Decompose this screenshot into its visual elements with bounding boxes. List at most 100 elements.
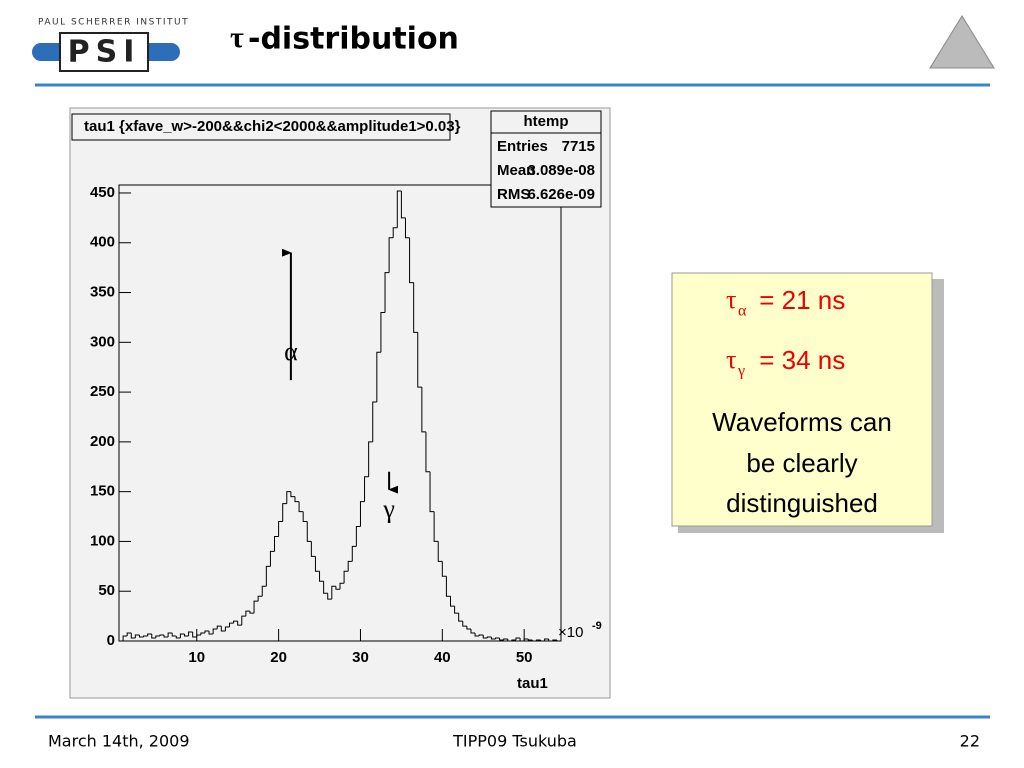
y-tick-label: 400: [90, 234, 115, 251]
box-symbol: τ: [726, 345, 736, 374]
hist-bin: [314, 556, 320, 572]
plot-frame: [118, 184, 562, 642]
hist-bin: [458, 613, 463, 622]
x-axis-label: tau1: [517, 675, 548, 692]
hist-bin: [220, 626, 226, 632]
box-text: = 21 ns: [752, 285, 845, 315]
hist-bin: [548, 639, 553, 642]
hist-bin: [192, 632, 197, 638]
x-multiplier: ×10: [558, 624, 583, 641]
hist-bin: [335, 586, 340, 590]
hist-bin: [204, 630, 210, 634]
box-sub: γ: [737, 363, 745, 380]
hist-bin: [372, 401, 377, 442]
hist-bin: [212, 628, 218, 635]
hist-bin: [196, 634, 201, 638]
hist-title: tau1 {xfave_w>-200&&chi2<2000&&amplitude…: [84, 118, 461, 135]
hist-bin: [421, 387, 426, 433]
y-tick-label: 150: [90, 483, 115, 500]
hist-bin: [519, 638, 525, 642]
x-tick-label: 40: [434, 649, 451, 666]
hist-bin: [368, 441, 373, 477]
hist-bin: [339, 582, 345, 590]
hist-bin: [151, 634, 156, 639]
hist-bin: [200, 632, 205, 636]
y-tick-label: 100: [90, 532, 115, 549]
hist-bin: [257, 595, 263, 602]
hist-bin: [282, 503, 287, 522]
hist-bin: [134, 634, 140, 639]
hist-bin: [261, 585, 267, 597]
hist-bin: [294, 496, 300, 503]
hist-bin: [409, 237, 414, 284]
x-tick-label: 30: [352, 649, 369, 666]
hist-bin: [531, 640, 537, 642]
hist-bin: [351, 545, 357, 562]
hist-bin: [188, 631, 193, 637]
stats-value: 3.089e-08: [527, 162, 595, 179]
stats-box: [490, 110, 602, 208]
annotation: γ: [382, 495, 395, 524]
hist-bin: [290, 491, 295, 498]
x-exponent: -9: [592, 620, 602, 632]
hist-bin: [482, 635, 488, 639]
hist-bin: [175, 636, 181, 639]
hist-bin: [396, 190, 402, 228]
x-tick-label: 10: [188, 649, 205, 666]
hist-bin: [380, 311, 386, 353]
hist-bin: [364, 476, 369, 502]
hist-bin: [535, 639, 541, 641]
hist-bin: [454, 606, 459, 614]
hist-bin: [544, 638, 549, 641]
annotation: α: [284, 337, 298, 366]
y-tick-label: 250: [90, 383, 115, 400]
hist-bin: [298, 501, 304, 513]
box-text: = 34 ns: [752, 345, 845, 375]
hist-bin: [327, 593, 332, 600]
logo-text: PAUL SCHERRER INSTITUT: [38, 18, 189, 28]
box-note: be clearly: [746, 448, 857, 478]
hist-bin: [233, 620, 238, 624]
hist-bin: [278, 521, 283, 537]
text-box: [671, 272, 933, 527]
hist-bin: [376, 351, 381, 403]
slide-title-symbol: τ: [230, 21, 244, 54]
hist-bin: [474, 633, 480, 637]
stats-label: Entries: [497, 138, 548, 155]
y-tick-label: 0: [107, 632, 115, 649]
logo-box: [59, 32, 149, 72]
hist-bin: [503, 638, 508, 641]
x-tick-label: 20: [270, 649, 287, 666]
hist-bin: [343, 570, 349, 584]
stats-name: htemp: [524, 113, 569, 130]
stats-value: 7715: [562, 138, 595, 155]
hist-bin: [237, 621, 242, 626]
hist-bin: [441, 561, 447, 577]
corner-logo: [929, 15, 995, 69]
hist-bin: [540, 640, 545, 642]
hist-bin: [208, 631, 214, 635]
hist-bin: [384, 272, 390, 313]
hist-bin: [556, 640, 561, 642]
hist-bin: [433, 511, 439, 542]
hist-bin: [437, 541, 443, 562]
hist-bin: [253, 600, 259, 614]
hist-bin: [216, 625, 222, 630]
hist-bin: [470, 629, 476, 634]
y-tick-label: 50: [98, 582, 115, 599]
hist-bin: [302, 511, 308, 523]
hist-bin: [319, 571, 324, 582]
stats-label: RMS: [497, 186, 530, 203]
hist-bin: [466, 626, 471, 630]
hist-bin: [286, 491, 291, 504]
hist-bin: [359, 501, 365, 527]
hist-bin: [171, 633, 177, 637]
hist-bin: [126, 632, 132, 637]
hist-bin: [143, 635, 148, 638]
hist-bin: [167, 632, 173, 638]
hist-bin: [183, 634, 189, 637]
hist-bin: [400, 190, 406, 219]
y-tick-label: 200: [90, 433, 115, 450]
footer-date: March 14th, 2009: [48, 732, 190, 751]
